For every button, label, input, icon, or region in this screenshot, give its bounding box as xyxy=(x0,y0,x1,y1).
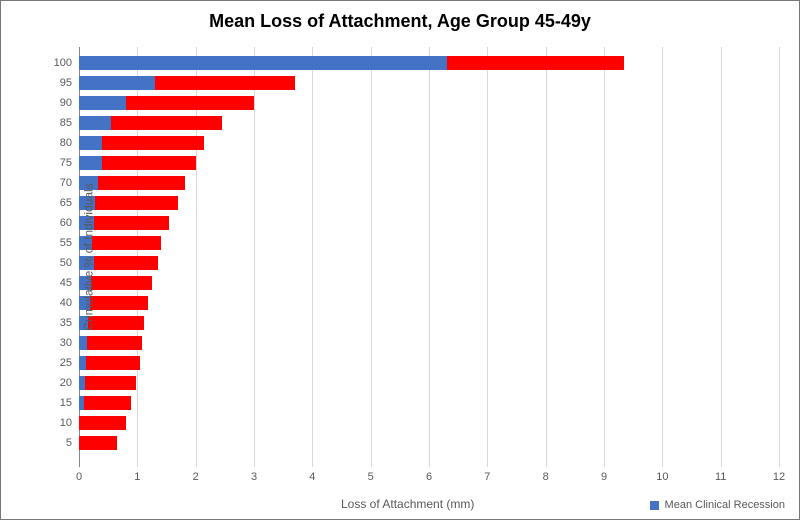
bar-segment-recession xyxy=(79,76,155,90)
bar-segment-series2 xyxy=(111,116,222,130)
bar-segment-series2 xyxy=(94,256,158,270)
y-tick-label: 100 xyxy=(32,57,72,69)
gridline xyxy=(721,47,722,467)
bar-row xyxy=(79,396,131,410)
y-tick-label: 65 xyxy=(32,197,72,209)
x-tick-label: 3 xyxy=(251,471,257,483)
x-tick-label: 2 xyxy=(193,471,199,483)
bar-row xyxy=(79,136,204,150)
bar-segment-recession xyxy=(79,356,86,370)
bar-row xyxy=(79,116,222,130)
x-tick-label: 5 xyxy=(368,471,374,483)
x-tick-label: 11 xyxy=(715,471,726,483)
x-tick-label: 4 xyxy=(309,471,315,483)
gridline xyxy=(604,47,605,467)
x-tick-label: 6 xyxy=(426,471,432,483)
bar-segment-recession xyxy=(79,116,111,130)
x-tick-label: 9 xyxy=(601,471,607,483)
gridline xyxy=(779,47,780,467)
bar-row xyxy=(79,156,196,170)
y-tick-label: 35 xyxy=(32,317,72,329)
y-tick-label: 5 xyxy=(32,437,72,449)
x-axis-title: Loss of Attachment (mm) xyxy=(341,497,474,511)
bar-segment-series2 xyxy=(88,316,144,330)
gridline xyxy=(546,47,547,467)
gridline xyxy=(487,47,488,467)
y-tick-label: 80 xyxy=(32,137,72,149)
legend: Mean Clinical Recession xyxy=(650,499,785,511)
bar-row xyxy=(79,96,254,110)
bar-row xyxy=(79,376,136,390)
chart-title: Mean Loss of Attachment, Age Group 45-49… xyxy=(13,11,787,32)
gridline xyxy=(196,47,197,467)
y-tick-label: 25 xyxy=(32,357,72,369)
y-tick-label: 30 xyxy=(32,337,72,349)
bar-segment-series2 xyxy=(155,76,295,90)
x-tick-label: 12 xyxy=(773,471,785,483)
y-tick-label: 20 xyxy=(32,377,72,389)
gridline xyxy=(312,47,313,467)
y-tick-label: 15 xyxy=(32,397,72,409)
x-tick-label: 0 xyxy=(76,471,82,483)
bar-segment-series2 xyxy=(92,236,161,250)
bar-segment-series2 xyxy=(102,136,204,150)
bar-segment-series2 xyxy=(91,276,152,290)
bar-row xyxy=(79,336,142,350)
y-axis-title: Cumulative % of Individuals xyxy=(82,183,96,330)
bar-segment-recession xyxy=(79,136,102,150)
bar-row xyxy=(79,76,295,90)
x-tick-label: 1 xyxy=(134,471,140,483)
gridline xyxy=(371,47,372,467)
legend-label: Mean Clinical Recession xyxy=(665,499,785,511)
bar-row xyxy=(79,416,126,430)
chart-container: Mean Loss of Attachment, Age Group 45-49… xyxy=(0,0,800,520)
bar-segment-series2 xyxy=(90,296,148,310)
bar-segment-series2 xyxy=(94,216,170,230)
bar-segment-series2 xyxy=(126,96,254,110)
bar-segment-series2 xyxy=(86,356,140,370)
bar-segment-series2 xyxy=(87,336,142,350)
y-tick-label: 70 xyxy=(32,177,72,189)
bar-segment-series2 xyxy=(98,176,186,190)
y-tick-label: 40 xyxy=(32,297,72,309)
y-tick-label: 60 xyxy=(32,217,72,229)
bar-segment-series2 xyxy=(79,436,117,450)
y-tick-label: 45 xyxy=(32,277,72,289)
bar-segment-series2 xyxy=(79,416,126,430)
bar-row xyxy=(79,356,140,370)
y-tick-label: 50 xyxy=(32,257,72,269)
bar-segment-recession xyxy=(79,96,126,110)
plot-area xyxy=(79,47,779,467)
legend-swatch-icon xyxy=(650,501,659,510)
x-tick-label: 8 xyxy=(543,471,549,483)
bar-segment-series2 xyxy=(95,196,178,210)
bar-segment-recession xyxy=(79,336,87,350)
x-tick-label: 10 xyxy=(656,471,668,483)
gridline xyxy=(429,47,430,467)
bar-segment-series2 xyxy=(84,396,132,410)
gridline xyxy=(254,47,255,467)
y-tick-label: 10 xyxy=(32,417,72,429)
y-tick-label: 95 xyxy=(32,77,72,89)
bar-segment-series2 xyxy=(102,156,195,170)
bar-segment-series2 xyxy=(85,376,136,390)
bar-row xyxy=(79,56,624,70)
bar-row xyxy=(79,436,117,450)
x-tick-label: 7 xyxy=(484,471,490,483)
y-tick-label: 90 xyxy=(32,97,72,109)
y-tick-label: 75 xyxy=(32,157,72,169)
gridline xyxy=(662,47,663,467)
bar-segment-series2 xyxy=(447,56,625,70)
bar-segment-recession xyxy=(79,56,447,70)
bar-segment-recession xyxy=(79,156,102,170)
y-tick-label: 55 xyxy=(32,237,72,249)
y-tick-label: 85 xyxy=(32,117,72,129)
